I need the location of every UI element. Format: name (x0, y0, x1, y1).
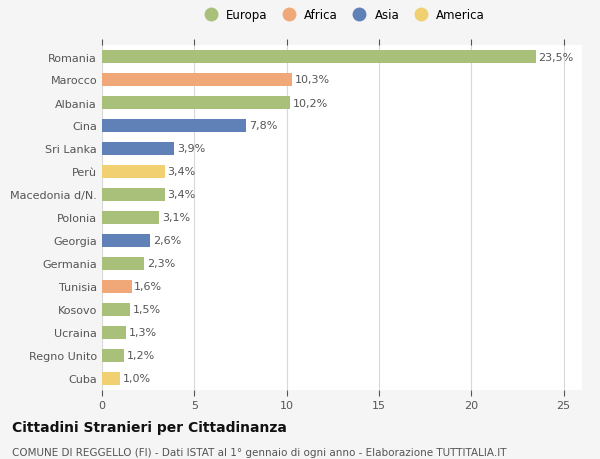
Text: 1,6%: 1,6% (134, 282, 163, 292)
Text: COMUNE DI REGGELLO (FI) - Dati ISTAT al 1° gennaio di ogni anno - Elaborazione T: COMUNE DI REGGELLO (FI) - Dati ISTAT al … (12, 447, 506, 457)
Text: 3,4%: 3,4% (167, 167, 196, 177)
Text: 1,2%: 1,2% (127, 351, 155, 361)
Text: 2,3%: 2,3% (147, 259, 175, 269)
Bar (102, 349, 124, 362)
Bar (102, 372, 121, 385)
Text: 7,8%: 7,8% (249, 121, 277, 131)
Bar (102, 189, 165, 202)
Bar (102, 74, 292, 87)
Bar (102, 143, 174, 156)
Bar (102, 303, 130, 316)
Bar (102, 166, 165, 179)
Text: 1,3%: 1,3% (129, 328, 157, 338)
Bar (102, 97, 290, 110)
Legend: Europa, Africa, Asia, America: Europa, Africa, Asia, America (197, 7, 487, 25)
Text: 2,6%: 2,6% (153, 236, 181, 246)
Bar (102, 235, 150, 247)
Text: 1,0%: 1,0% (123, 374, 151, 384)
Text: 10,2%: 10,2% (293, 98, 328, 108)
Bar (102, 280, 131, 293)
Text: Cittadini Stranieri per Cittadinanza: Cittadini Stranieri per Cittadinanza (12, 420, 287, 434)
Bar (102, 326, 126, 339)
Bar (102, 51, 536, 64)
Text: 3,4%: 3,4% (167, 190, 196, 200)
Text: 3,9%: 3,9% (177, 144, 205, 154)
Text: 23,5%: 23,5% (539, 52, 574, 62)
Text: 3,1%: 3,1% (162, 213, 190, 223)
Bar (102, 212, 159, 224)
Text: 1,5%: 1,5% (133, 305, 161, 315)
Text: 10,3%: 10,3% (295, 75, 330, 85)
Bar (102, 120, 246, 133)
Bar (102, 257, 145, 270)
